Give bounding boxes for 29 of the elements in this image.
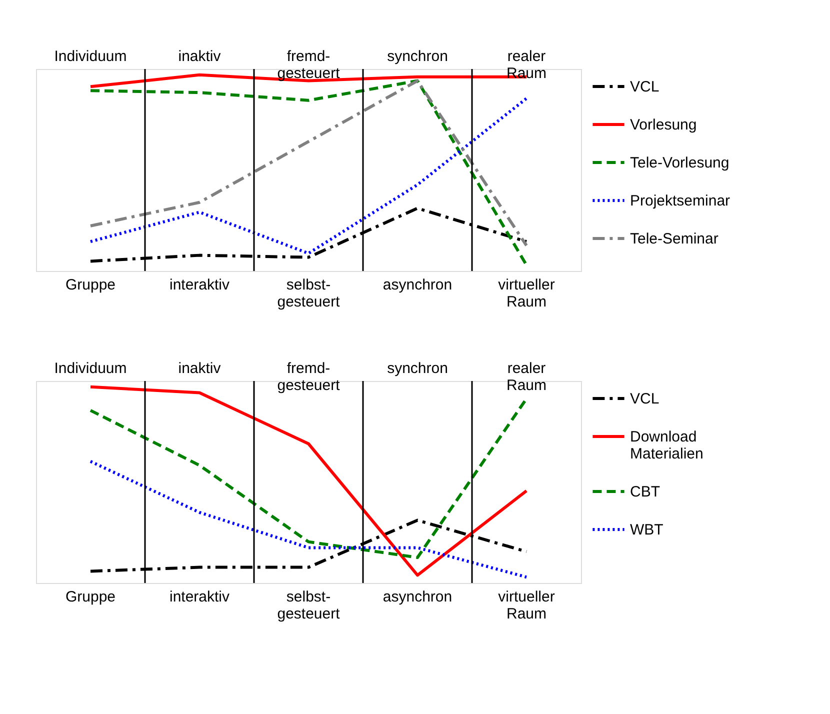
legend-label: VCL <box>630 390 660 408</box>
x-tick-label: selbst- gesteuert <box>277 588 341 622</box>
legend-label: Download Materialien <box>630 428 704 462</box>
text: inaktiv <box>178 48 222 65</box>
legend-label: VCL <box>630 78 660 96</box>
annotation: fremd- gesteuert <box>277 360 341 394</box>
x-tick-label: Gruppe <box>65 588 116 606</box>
x-tick-label: selbst- gesteuert <box>277 276 341 310</box>
x-tick-label: asynchron <box>382 588 452 606</box>
annotation: realer Raum <box>506 48 547 82</box>
x-tick-label: interaktiv <box>169 276 230 294</box>
legend-label: Vorlesung <box>630 116 697 134</box>
legend-label: Tele-Vorlesung <box>630 154 730 172</box>
text: synchron <box>387 360 448 377</box>
text: Individuum <box>54 360 127 377</box>
x-tick-label: asynchron <box>382 276 452 294</box>
legend-label: Projektseminar <box>630 192 730 210</box>
annotation: fremd- gesteuert <box>277 48 341 82</box>
annotation: realer Raum <box>506 360 547 394</box>
legend-label: WBT <box>630 522 664 538</box>
x-tick-label: Gruppe <box>65 276 116 294</box>
x-tick-label: virtueller Raum <box>498 276 555 310</box>
legend-label: Tele-Seminar <box>630 230 718 248</box>
text: inaktiv <box>178 360 222 377</box>
text: Individuum <box>54 48 127 65</box>
x-tick-label: interaktiv <box>169 588 230 606</box>
text: synchron <box>387 48 448 65</box>
legend-label: CBT <box>630 484 660 500</box>
x-tick-label: virtueller Raum <box>498 588 555 622</box>
